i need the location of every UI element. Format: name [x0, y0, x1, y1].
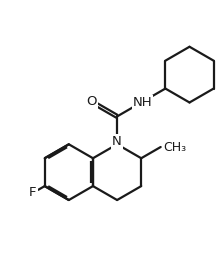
- Text: NH: NH: [133, 96, 152, 109]
- Text: N: N: [112, 135, 122, 148]
- Text: O: O: [87, 95, 97, 108]
- Text: CH₃: CH₃: [164, 141, 187, 153]
- Text: F: F: [29, 186, 37, 200]
